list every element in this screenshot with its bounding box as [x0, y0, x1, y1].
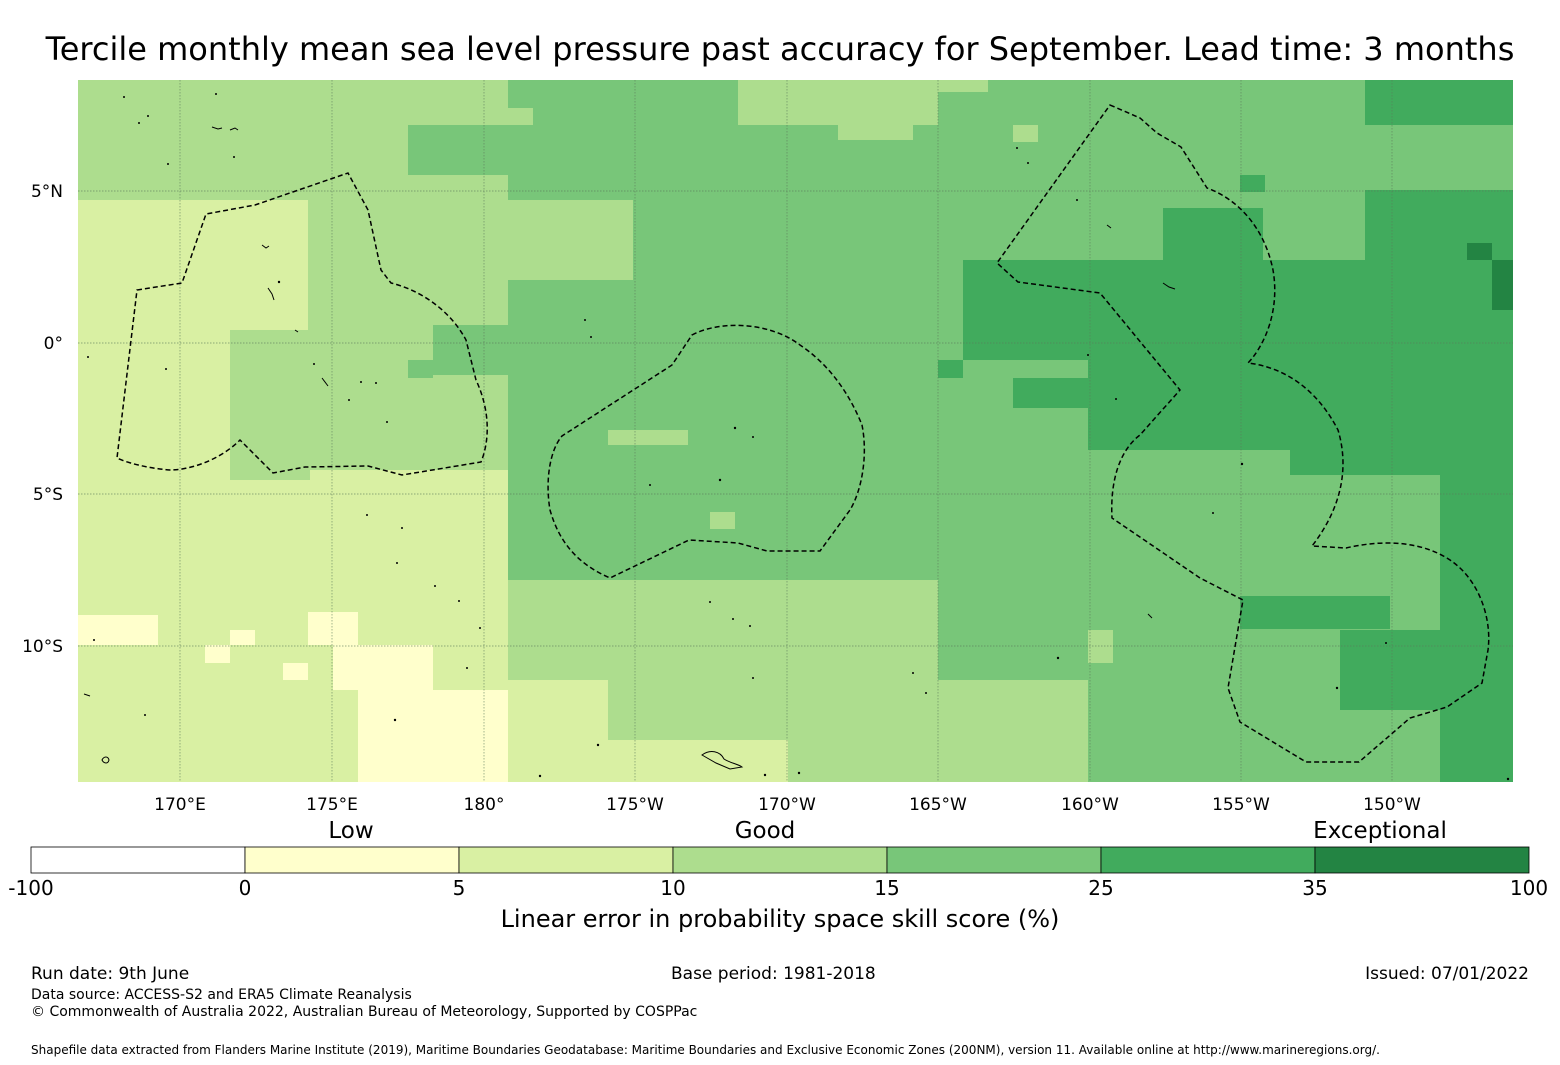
- colorbar-segment: [244, 846, 460, 874]
- skill-region: [508, 680, 608, 782]
- island: [321, 377, 329, 387]
- colorbar-label: Linear error in probability space skill …: [500, 905, 1060, 933]
- island-outlines: [83, 126, 1176, 770]
- skill-region: [608, 740, 788, 782]
- colorbar-category-good: Good: [734, 818, 796, 844]
- shapefile-credit: Shapefile data extracted from Flanders M…: [31, 1043, 1380, 1057]
- skill-region: [938, 680, 1088, 782]
- skill-region: [1013, 125, 1038, 142]
- skill-region: [1440, 475, 1513, 782]
- island: [211, 126, 223, 130]
- latitude-labels: 5°N 0° 5°S 10°S: [22, 182, 63, 657]
- skill-region: [358, 690, 508, 782]
- lon-tick-label: 155°W: [1212, 795, 1270, 815]
- lon-tick-label: 175°W: [606, 795, 664, 815]
- longitude-labels: 170°E 175°E 180° 175°W 170°W 165°W 160°W…: [154, 795, 1421, 815]
- colorbar-tick-label: 25: [1088, 876, 1114, 900]
- lat-tick-label: 0°: [44, 334, 63, 354]
- skill-region: [738, 80, 938, 125]
- colorbar: [30, 846, 1530, 874]
- skill-region: [710, 512, 735, 529]
- skill-region: [1467, 243, 1492, 260]
- skill-region: [408, 125, 508, 175]
- island: [83, 693, 91, 697]
- data-source: Data source: ACCESS-S2 and ERA5 Climate …: [31, 987, 412, 1003]
- skill-region: [408, 360, 433, 378]
- map-title: Tercile monthly mean sea level pressure …: [45, 30, 1515, 68]
- colorbar-segment: [458, 846, 674, 874]
- skill-region: [283, 663, 308, 680]
- lat-tick-label: 10°S: [22, 637, 63, 657]
- lon-tick-label: 175°E: [306, 795, 358, 815]
- base-period: Base period: 1981-2018: [671, 964, 876, 984]
- skill-region: [205, 645, 230, 663]
- eez-boundary-central: [547, 324, 866, 579]
- graticule: [78, 80, 1513, 782]
- island: [1147, 613, 1153, 619]
- run-date: Run date: 9th June: [31, 964, 190, 984]
- skill-region: [433, 325, 508, 375]
- skill-region: [78, 340, 233, 430]
- skill-region: [838, 125, 913, 140]
- island: [294, 329, 299, 333]
- skill-region: [1492, 260, 1513, 310]
- colorbar-category-exceptional: Exceptional: [1313, 818, 1447, 844]
- lat-tick-label: 5°N: [31, 182, 63, 202]
- island: [1106, 224, 1112, 229]
- colorbar-tick-label: 5: [452, 876, 466, 900]
- colorbar-segment: [30, 846, 246, 874]
- issued-date: Issued: 07/01/2022: [1365, 964, 1529, 984]
- lon-tick-label: 170°W: [758, 795, 816, 815]
- island-dots: [87, 93, 1510, 781]
- colorbar-segment: [1314, 846, 1530, 874]
- colorbar-tick-label: 15: [874, 876, 900, 900]
- island: [101, 756, 110, 764]
- eez-boundary-east: [996, 104, 1490, 763]
- skill-region: [1163, 208, 1263, 260]
- colorbar-tick-label: 0: [238, 876, 252, 900]
- eez-boundary-west: [116, 172, 488, 476]
- island: [1162, 282, 1176, 290]
- island: [701, 751, 744, 770]
- colorbar-tick-label: 10: [660, 876, 686, 900]
- skill-region: [78, 615, 158, 645]
- skill-region: [508, 200, 633, 280]
- island: [267, 287, 275, 301]
- skill-region: [1240, 175, 1265, 192]
- eez-boundaries: [116, 104, 1490, 763]
- skill-region: [230, 330, 310, 480]
- colorbar-tick-label: -100: [8, 876, 54, 900]
- island: [261, 244, 270, 249]
- skill-region: [938, 80, 988, 92]
- skill-region: [608, 430, 688, 445]
- skill-region: [308, 612, 358, 645]
- colorbar-tick-label: 100: [1509, 876, 1549, 900]
- skill-region: [1290, 380, 1513, 475]
- skill-region: [1340, 630, 1440, 710]
- lon-tick-label: 180°: [464, 795, 505, 815]
- skill-region: [1365, 80, 1513, 125]
- colorbar-tick-label: 35: [1302, 876, 1328, 900]
- lon-tick-label: 165°W: [909, 795, 967, 815]
- skill-region: [1088, 630, 1113, 663]
- lon-tick-label: 160°W: [1061, 795, 1119, 815]
- colorbar-category-low: Low: [328, 818, 374, 844]
- lon-tick-label: 170°E: [154, 795, 206, 815]
- skill-region: [230, 630, 255, 645]
- skill-region: [508, 108, 533, 125]
- lat-tick-label: 5°S: [33, 485, 63, 505]
- skill-region: [333, 645, 433, 690]
- skill-region: [1013, 378, 1113, 408]
- island: [229, 127, 239, 131]
- copyright: © Commonwealth of Australia 2022, Austra…: [31, 1004, 698, 1020]
- skill-region: [938, 360, 963, 378]
- colorbar-segment: [1100, 846, 1316, 874]
- colorbar-segment: [672, 846, 888, 874]
- lon-tick-label: 150°W: [1363, 795, 1421, 815]
- skill-region: [1240, 596, 1390, 629]
- skill-region: [78, 200, 308, 782]
- colorbar-segment: [886, 846, 1102, 874]
